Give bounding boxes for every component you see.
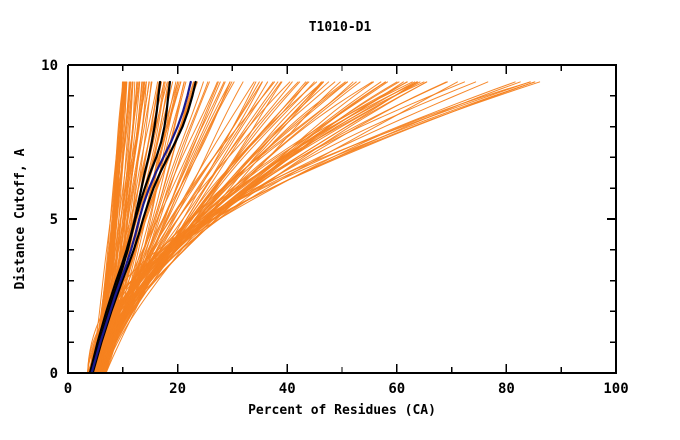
y-tick-label: 10 <box>41 58 58 74</box>
x-tick-label: 20 <box>169 381 186 397</box>
curve-ensemble <box>86 80 541 373</box>
model-curve <box>94 81 330 373</box>
x-tick-label: 0 <box>64 381 72 397</box>
model-curve <box>99 81 465 373</box>
model-curve <box>90 81 132 373</box>
y-tick-labels: 0 5 10 <box>41 58 58 382</box>
model-curve <box>87 81 489 373</box>
model-curve <box>98 81 374 373</box>
model-curve <box>103 81 209 373</box>
y-tick-label: 5 <box>50 212 58 228</box>
page-title: T1010-D1 <box>309 20 372 35</box>
x-tick-label: 40 <box>279 381 296 397</box>
model-curve <box>98 81 318 373</box>
x-axis-label: Percent of Residues (CA) <box>248 403 436 418</box>
model-curve <box>99 81 143 373</box>
model-curve <box>99 81 279 373</box>
highlight-curve-highlight-navy-1 <box>90 80 192 373</box>
x-tick-label: 60 <box>388 381 405 397</box>
y-tick-label: 0 <box>50 366 58 382</box>
x-tick-labels: 0 20 40 60 80 100 <box>64 381 629 397</box>
model-curve <box>89 81 386 373</box>
y-axis-label: Distance Cutoff, A <box>13 148 28 289</box>
axis-ticks <box>67 64 617 374</box>
model-curve <box>105 81 257 373</box>
x-tick-label: 80 <box>498 381 515 397</box>
model-curve <box>99 81 255 373</box>
x-tick-label: 100 <box>603 381 628 397</box>
highlight-curve-highlight-black-2 <box>88 80 162 373</box>
